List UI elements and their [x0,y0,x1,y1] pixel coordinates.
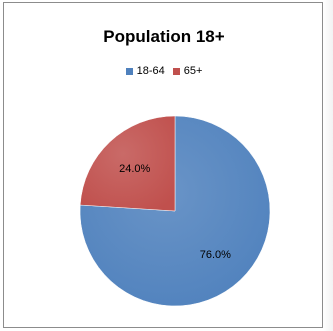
page-edge [323,0,333,331]
legend-item-65-plus: 65+ [172,65,203,77]
legend-label-65-plus: 65+ [183,65,203,77]
data-label-65-plus: 24.0% [119,163,150,175]
chart-area: Population 18+ 18-64 65+ 76.0% 24.0% [3,2,323,328]
pie-slice-65-plus [79,115,176,212]
legend-swatch-18-64 [125,67,133,75]
chart-title: Population 18+ [103,27,225,46]
legend-label-18-64: 18-64 [136,65,165,77]
legend-item-18-64: 18-64 [125,65,165,77]
pie-chart: 76.0% 24.0% [79,115,271,307]
legend-swatch-65-plus [172,67,180,75]
pie-slice-18-64 [79,115,271,307]
chart-legend: 18-64 65+ [4,65,324,77]
data-label-18-64: 76.0% [200,249,231,261]
